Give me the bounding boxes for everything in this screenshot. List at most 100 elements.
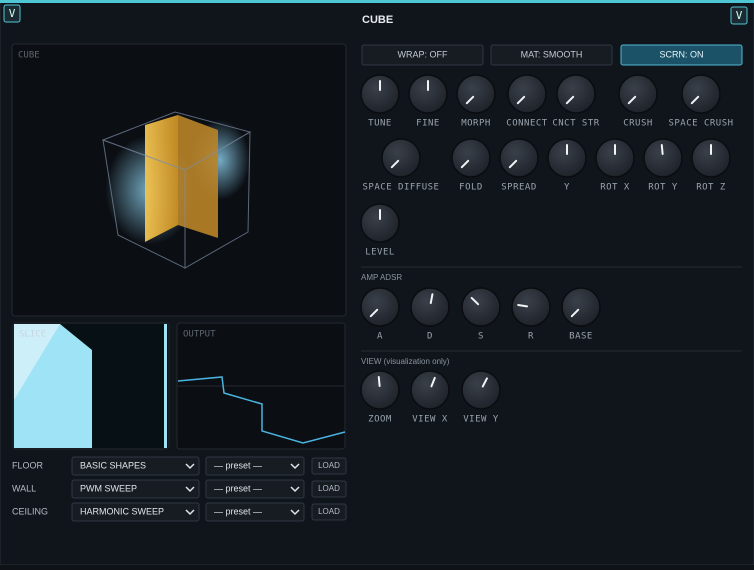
select-caret xyxy=(290,509,300,516)
load-label: LOAD xyxy=(318,507,340,516)
knob-label: TUNE xyxy=(368,119,392,129)
knob-pointer xyxy=(460,159,470,169)
knob[interactable] xyxy=(499,138,539,178)
knob[interactable] xyxy=(556,74,596,114)
select[interactable] xyxy=(71,502,200,522)
panel-label: SLICE xyxy=(19,330,46,340)
panel-label: CUBE xyxy=(18,51,40,61)
logo-glyph: V xyxy=(736,9,743,22)
knob-label: LEVEL xyxy=(365,248,395,258)
knob-pointer xyxy=(470,296,480,306)
select-value: PWM SWEEP xyxy=(80,483,137,493)
knob-pointer xyxy=(465,95,475,105)
select-caret xyxy=(185,509,195,516)
knob-pointer xyxy=(627,95,637,105)
knob-pointer xyxy=(390,159,400,169)
knob[interactable] xyxy=(410,287,450,327)
knob[interactable] xyxy=(456,74,496,114)
knob[interactable] xyxy=(561,287,601,327)
select[interactable] xyxy=(205,479,305,499)
knob-label: ROT X xyxy=(600,183,630,193)
select-caret xyxy=(290,463,300,470)
toggle-label: WRAP: OFF xyxy=(398,49,448,59)
select-value: BASIC SHAPES xyxy=(80,460,146,470)
knob[interactable] xyxy=(360,203,400,243)
toggle-button[interactable] xyxy=(490,44,613,66)
knob[interactable] xyxy=(511,287,551,327)
knob[interactable] xyxy=(547,138,587,178)
knob-label: ROT Z xyxy=(696,183,726,193)
knob[interactable] xyxy=(681,74,721,114)
knob-label: FINE xyxy=(416,119,440,129)
knob-pointer xyxy=(481,377,488,388)
knob[interactable] xyxy=(643,138,683,178)
knob-label: A xyxy=(377,332,383,342)
knob-pointer xyxy=(369,308,379,318)
slice-render xyxy=(14,324,167,448)
knob[interactable] xyxy=(360,370,400,410)
knob[interactable] xyxy=(360,74,400,114)
select[interactable] xyxy=(205,502,305,522)
knob-label: CNCT STR xyxy=(552,119,599,129)
knob-label: BASE xyxy=(569,332,593,342)
knob-label: D xyxy=(427,332,433,342)
knob-pointer xyxy=(570,308,580,318)
toggle-label: SCRN: ON xyxy=(659,49,703,59)
select-value: — preset — xyxy=(214,483,262,493)
load-button[interactable] xyxy=(311,457,347,475)
select[interactable] xyxy=(71,456,200,476)
panel-label: OUTPUT xyxy=(183,330,216,340)
knob-label: S xyxy=(478,332,484,342)
knob-label: CONNECT xyxy=(506,119,548,129)
knob-pointer xyxy=(517,303,529,308)
knob-label: Y xyxy=(564,183,570,193)
load-button[interactable] xyxy=(311,503,347,521)
knob[interactable] xyxy=(408,74,448,114)
knob-label: MORPH xyxy=(461,119,491,129)
knob[interactable] xyxy=(461,370,501,410)
knob-label: SPACE CRUSH xyxy=(668,119,733,129)
select[interactable] xyxy=(71,479,200,499)
select[interactable] xyxy=(205,456,305,476)
logo[interactable] xyxy=(730,6,748,25)
knob[interactable] xyxy=(461,287,501,327)
cube-render xyxy=(101,111,252,269)
title: CUBE xyxy=(362,14,393,26)
knob-label: ROT Y xyxy=(648,183,678,193)
logo-glyph: V xyxy=(9,7,16,20)
select-value: HARMONIC SWEEP xyxy=(80,506,164,516)
knob[interactable] xyxy=(451,138,491,178)
section-title: AMP ADSR xyxy=(361,273,402,282)
select-value: — preset — xyxy=(214,460,262,470)
section-title: VIEW (visualization only) xyxy=(361,357,450,366)
knob-pointer xyxy=(660,144,664,156)
logo[interactable] xyxy=(3,4,21,23)
load-button[interactable] xyxy=(311,480,347,498)
load-label: LOAD xyxy=(318,484,340,493)
knob-label: VIEW X xyxy=(412,415,448,425)
knob[interactable] xyxy=(360,287,400,327)
knob-pointer xyxy=(508,159,518,169)
knob[interactable] xyxy=(381,138,421,178)
knob-label: CRUSH xyxy=(623,119,653,129)
knob-label: SPREAD xyxy=(501,183,537,193)
knob-label: SPACE DIFFUSE xyxy=(363,183,440,193)
knob-pointer xyxy=(516,95,526,105)
output-waveform xyxy=(177,376,346,444)
knob[interactable] xyxy=(691,138,731,178)
source-label: WALL xyxy=(12,483,36,493)
knob[interactable] xyxy=(410,370,450,410)
source-label: FLOOR xyxy=(12,460,44,470)
knob-label: VIEW Y xyxy=(463,415,499,425)
toggle-button[interactable] xyxy=(361,44,484,66)
knob[interactable] xyxy=(618,74,658,114)
knob-pointer xyxy=(690,95,700,105)
knob[interactable] xyxy=(507,74,547,114)
knob-pointer xyxy=(377,376,381,388)
source-label: CEILING xyxy=(12,506,48,516)
select-caret xyxy=(185,463,195,470)
select-caret xyxy=(185,486,195,493)
knob[interactable] xyxy=(595,138,635,178)
toggle-button[interactable] xyxy=(620,44,743,66)
